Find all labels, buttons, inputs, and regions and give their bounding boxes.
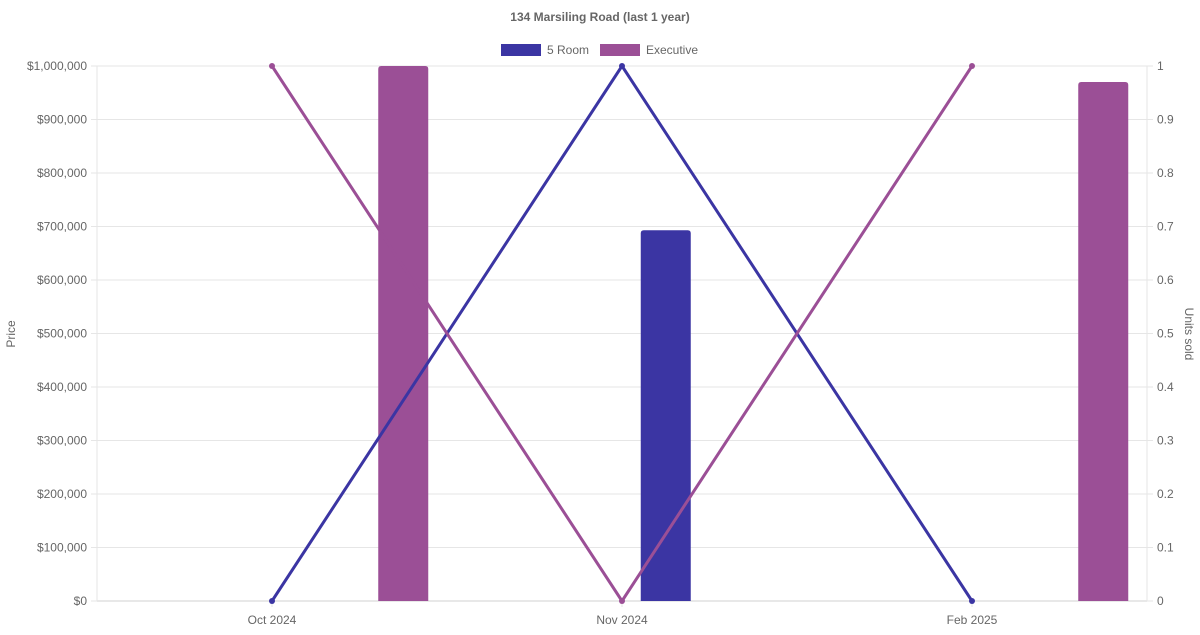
y-right-tick-label: 0.4 [1157, 380, 1174, 394]
y-left-tick-label: $800,000 [37, 166, 87, 180]
grid-lines [97, 65, 1147, 602]
point-executive[interactable] [269, 63, 275, 69]
legend-swatch-executive[interactable] [600, 44, 640, 56]
y-right-tick-label: 0.9 [1157, 113, 1174, 127]
y-left-tick-label: $1,000,000 [27, 59, 87, 73]
point-5-room[interactable] [969, 598, 975, 604]
x-tick-label: Feb 2025 [947, 613, 998, 627]
y-left-tick-label: $100,000 [37, 541, 87, 555]
point-5-room[interactable] [269, 598, 275, 604]
bar-executive[interactable] [378, 66, 429, 601]
bars [378, 66, 1129, 602]
y-axis-left-label: Price [4, 320, 18, 348]
y-left-tick-label: $500,000 [37, 327, 87, 341]
y-axis-right-label: Units sold [1182, 308, 1196, 361]
bar-executive[interactable] [1078, 82, 1129, 602]
y-right-tick-label: 0.5 [1157, 327, 1174, 341]
y-left-tick-label: $0 [74, 594, 88, 608]
legend-label-executive[interactable]: Executive [646, 43, 698, 57]
y-right-tick-label: 0.6 [1157, 273, 1174, 287]
y-right-tick-label: 0 [1157, 594, 1164, 608]
y-right-tick-label: 0.7 [1157, 220, 1174, 234]
axes: $0 0 $100,000 0.1 $200,000 0.2 $300,000 0.3 $400… [27, 59, 1174, 627]
y-left-tick-label: $300,000 [37, 434, 87, 448]
point-executive[interactable] [619, 598, 625, 604]
legend-swatch-5-room[interactable] [501, 44, 541, 56]
point-executive[interactable] [969, 63, 975, 69]
y-right-tick-label: 0.8 [1157, 166, 1174, 180]
chart-legend[interactable]: 5 Room Executive [501, 43, 698, 57]
legend-label-5-room[interactable]: 5 Room [547, 43, 589, 57]
y-left-tick-label: $200,000 [37, 487, 87, 501]
y-right-tick-label: 0.1 [1157, 541, 1174, 555]
point-5-room[interactable] [619, 63, 625, 69]
chart-title: 134 Marsiling Road (last 1 year) [510, 10, 689, 24]
x-tick-label: Oct 2024 [248, 613, 297, 627]
y-left-tick-label: $700,000 [37, 220, 87, 234]
y-left-tick-label: $600,000 [37, 273, 87, 287]
y-right-tick-label: 0.3 [1157, 434, 1174, 448]
x-tick-label: Nov 2024 [596, 613, 648, 627]
bar-5-room[interactable] [640, 230, 691, 601]
y-left-tick-label: $900,000 [37, 113, 87, 127]
y-right-tick-label: 1 [1157, 59, 1164, 73]
y-right-tick-label: 0.2 [1157, 487, 1174, 501]
y-left-tick-label: $400,000 [37, 380, 87, 394]
series-points [269, 63, 975, 604]
